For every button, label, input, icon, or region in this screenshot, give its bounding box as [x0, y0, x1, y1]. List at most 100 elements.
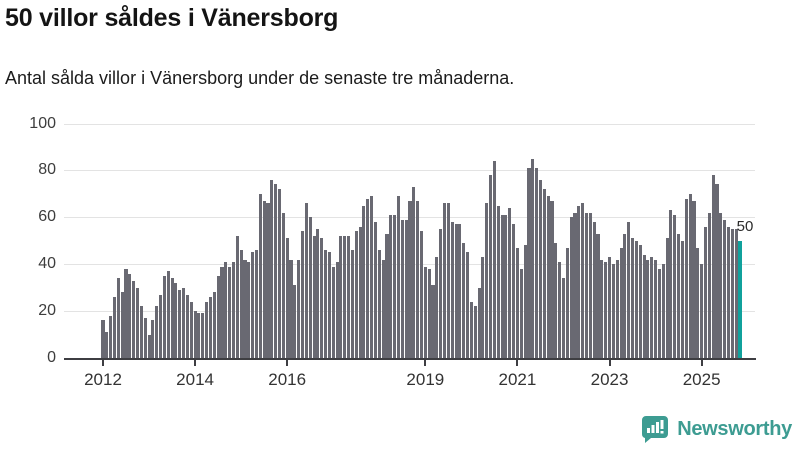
bar — [627, 221, 631, 358]
bar — [489, 175, 493, 358]
bar — [373, 221, 377, 358]
bar — [285, 238, 289, 358]
bar — [312, 236, 316, 358]
x-axis-tick — [516, 360, 519, 366]
bar — [454, 224, 458, 358]
bar — [205, 301, 209, 358]
newsworthy-wordmark: Newsworthy — [677, 417, 792, 440]
bar — [523, 245, 527, 358]
bar — [707, 212, 711, 358]
bar — [289, 259, 293, 358]
bar — [274, 184, 278, 358]
bar — [270, 179, 274, 358]
bar — [719, 212, 723, 358]
bar — [700, 264, 704, 358]
bar — [684, 198, 688, 358]
y-axis-label: 60 — [38, 208, 56, 226]
bar — [327, 252, 331, 358]
bar — [584, 212, 589, 358]
y-axis-label: 0 — [47, 349, 56, 366]
bar — [469, 301, 473, 358]
bar — [277, 189, 282, 358]
bar — [109, 315, 113, 358]
bar — [324, 250, 328, 358]
bar — [657, 268, 661, 358]
bar — [416, 200, 420, 358]
bar — [515, 247, 519, 358]
bar — [247, 261, 251, 358]
x-axis-label: 2016 — [268, 370, 307, 389]
bar — [366, 198, 370, 358]
bar — [308, 217, 312, 358]
bar — [404, 219, 408, 358]
bar — [151, 320, 155, 358]
bar — [293, 285, 297, 358]
bar — [592, 221, 596, 358]
bar — [147, 334, 151, 358]
bar — [105, 332, 109, 358]
bar — [688, 193, 692, 358]
bar — [396, 196, 401, 358]
bar — [304, 203, 308, 358]
bar — [450, 221, 454, 358]
bar — [680, 240, 684, 358]
bar — [703, 226, 708, 358]
bar — [623, 233, 627, 358]
last-value-label: 50 — [736, 217, 754, 235]
bar — [577, 205, 581, 358]
newsworthy-logo: Newsworthy — [640, 413, 792, 445]
x-axis-tick — [700, 360, 703, 366]
bar — [466, 252, 470, 358]
bar — [101, 320, 105, 358]
bar — [619, 247, 623, 358]
bar — [235, 236, 239, 358]
bar — [224, 261, 228, 358]
y-axis-label: 100 — [29, 114, 56, 132]
bar — [143, 318, 147, 358]
bar — [634, 240, 638, 358]
bar — [258, 193, 262, 358]
bar — [642, 254, 646, 358]
bar — [343, 236, 347, 358]
bar — [492, 161, 496, 358]
bar — [458, 224, 462, 358]
bar — [331, 266, 335, 358]
newsworthy-bubble-icon — [642, 416, 669, 443]
bar — [370, 196, 374, 358]
x-axis-tick — [424, 360, 427, 366]
bar — [159, 294, 163, 358]
bar — [608, 257, 612, 358]
bar — [535, 168, 539, 358]
bar — [477, 287, 481, 358]
bar — [500, 214, 504, 358]
bar — [182, 287, 186, 358]
chart-subtitle: Antal sålda villor i Vänersborg under de… — [5, 68, 515, 88]
bar — [320, 238, 324, 358]
bar — [581, 203, 585, 358]
bar — [734, 229, 738, 358]
bar — [692, 200, 696, 358]
bar — [178, 289, 182, 358]
bar — [201, 313, 205, 358]
x-axis-label: 2019 — [406, 370, 445, 389]
bar — [128, 273, 132, 358]
x-axis-label: 2014 — [176, 370, 214, 389]
bar — [243, 259, 247, 358]
bar — [354, 231, 358, 358]
bar — [723, 219, 727, 358]
bar — [124, 268, 128, 358]
bar — [446, 203, 450, 358]
bar — [654, 259, 658, 358]
bar — [462, 243, 466, 358]
bar — [611, 264, 615, 358]
bar — [254, 250, 259, 358]
bar — [427, 268, 431, 358]
x-axis-label: 2025 — [682, 370, 721, 389]
bar — [546, 196, 550, 358]
x-axis-line — [64, 358, 756, 360]
bar — [496, 205, 500, 358]
bar — [588, 212, 592, 358]
bar — [439, 229, 443, 358]
